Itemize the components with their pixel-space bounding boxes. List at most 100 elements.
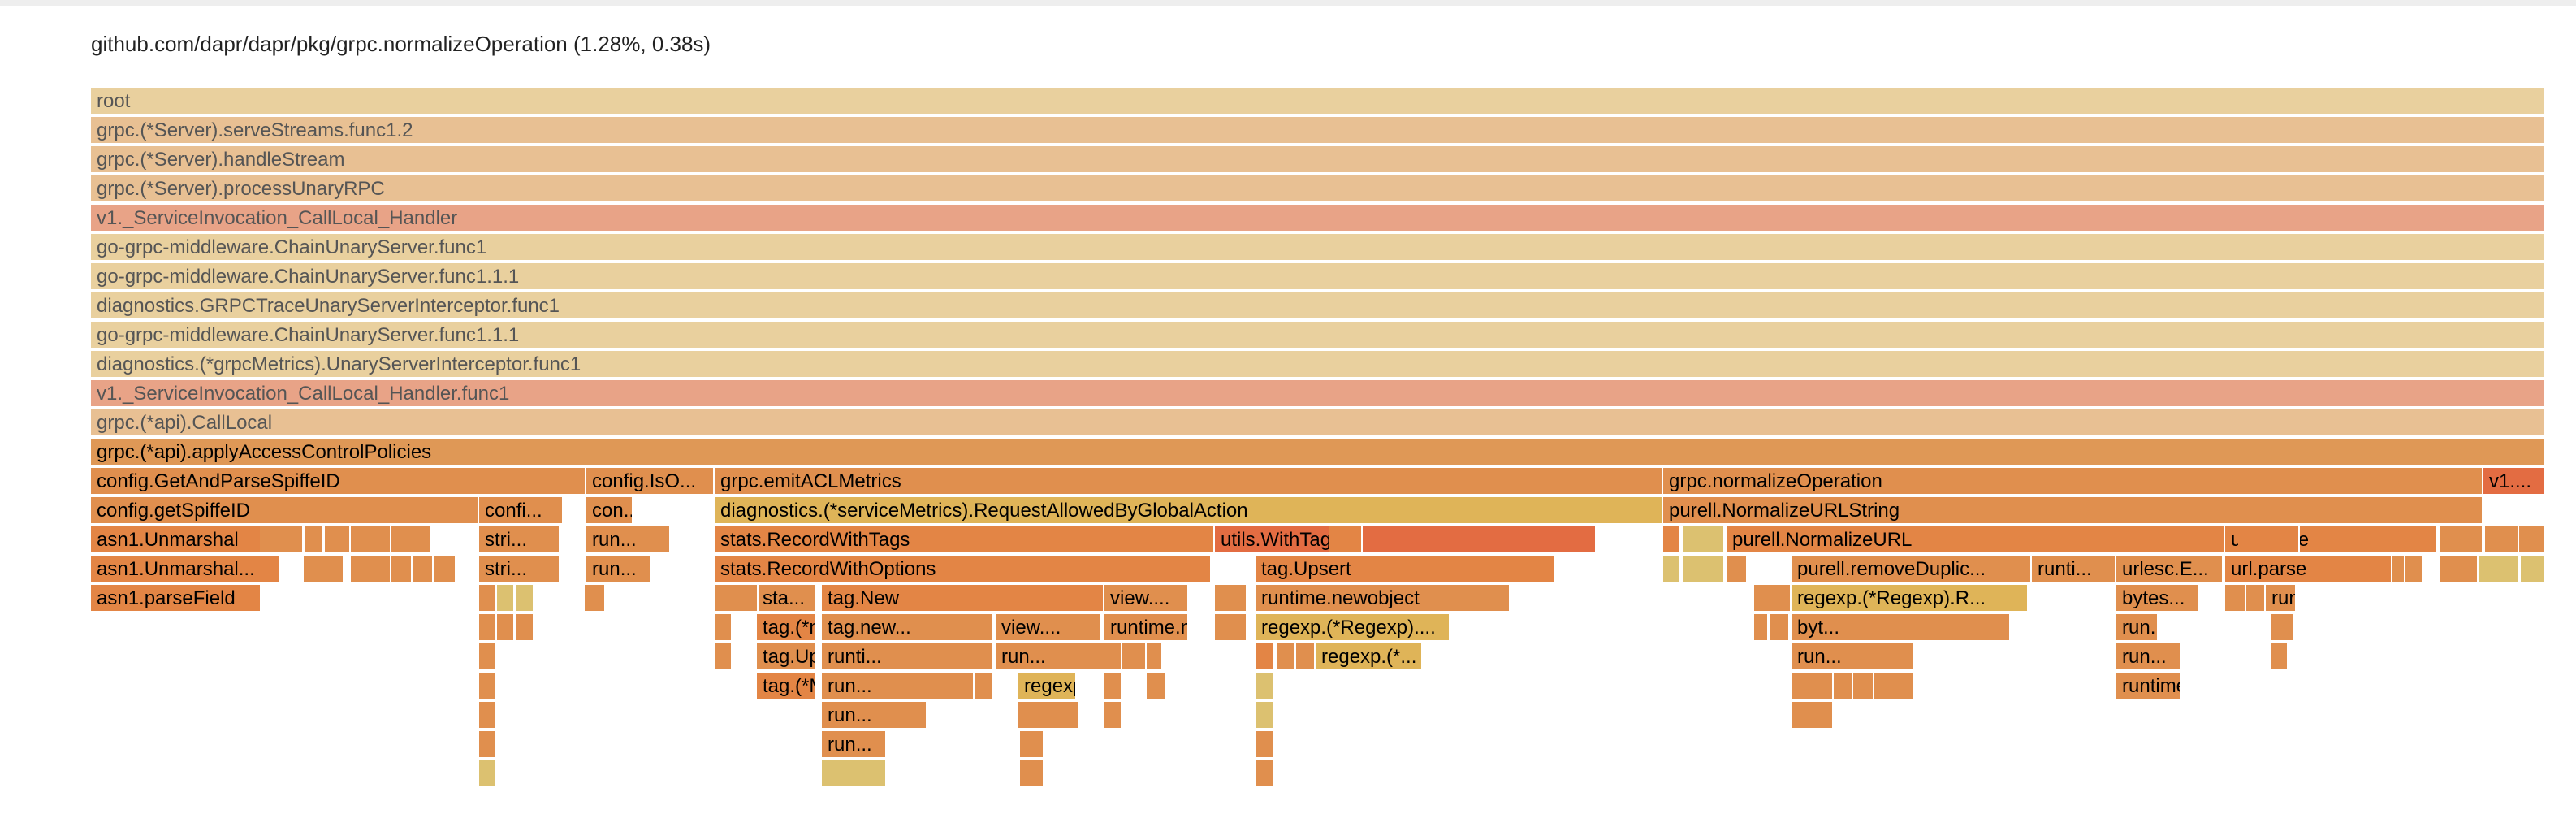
flame-frame-unlabeled[interactable] bbox=[1683, 526, 1725, 554]
flame-frame[interactable]: runti... bbox=[822, 643, 994, 671]
flame-frame-unlabeled[interactable] bbox=[2498, 556, 2519, 583]
flame-frame-unlabeled[interactable] bbox=[2479, 556, 2500, 583]
flame-frame[interactable]: urlesc.E... bbox=[2116, 556, 2224, 583]
flame-frame[interactable]: byt... bbox=[1792, 614, 2011, 642]
flame-frame[interactable]: tag.new... bbox=[822, 614, 994, 642]
flame-frame-unlabeled[interactable] bbox=[2271, 614, 2295, 642]
flame-frame[interactable]: v1.... bbox=[2483, 468, 2545, 496]
flame-frame-unlabeled[interactable] bbox=[479, 585, 497, 613]
flame-frame-unlabeled[interactable] bbox=[1122, 643, 1147, 671]
flame-frame-unlabeled[interactable] bbox=[304, 556, 344, 583]
flame-frame[interactable]: utils.WithTags bbox=[1215, 526, 1597, 554]
flame-frame[interactable]: run... bbox=[996, 643, 1116, 671]
flame-frame[interactable]: go-grpc-middleware.ChainUnaryServer.func… bbox=[91, 234, 2545, 262]
flame-frame-unlabeled[interactable] bbox=[2392, 556, 2405, 583]
flame-frame-unlabeled[interactable] bbox=[2521, 556, 2545, 583]
flame-frame-unlabeled[interactable] bbox=[391, 556, 413, 583]
flame-frame-unlabeled[interactable] bbox=[1754, 585, 1792, 613]
flame-frame-unlabeled[interactable] bbox=[1147, 673, 1166, 700]
flame-frame-unlabeled[interactable] bbox=[2238, 526, 2300, 554]
flame-frame[interactable]: run... bbox=[2116, 643, 2181, 671]
flame-frame[interactable]: grpc.emitACLMetrics bbox=[715, 468, 1663, 496]
flame-frame[interactable]: config.getSpiffeID bbox=[91, 497, 479, 525]
flame-frame[interactable]: regexp.(*... bbox=[1018, 673, 1077, 700]
flame-frame[interactable]: view.... bbox=[996, 614, 1101, 642]
flame-frame-unlabeled[interactable] bbox=[1104, 643, 1122, 671]
flame-frame[interactable]: grpc.(*Server).handleStream bbox=[91, 146, 2545, 174]
flame-frame-unlabeled[interactable] bbox=[479, 731, 497, 759]
flame-frame-unlabeled[interactable] bbox=[2246, 585, 2266, 613]
flame-frame[interactable]: stri... bbox=[479, 556, 560, 583]
flame-frame-unlabeled[interactable] bbox=[1020, 702, 1080, 730]
flame-frame-unlabeled[interactable] bbox=[715, 614, 733, 642]
flame-frame-unlabeled[interactable] bbox=[283, 526, 304, 554]
flame-frame[interactable]: asn1.Unmarshal bbox=[91, 526, 281, 554]
flame-frame-unlabeled[interactable] bbox=[822, 760, 887, 788]
flame-frame[interactable]: run... bbox=[586, 526, 671, 554]
flame-frame[interactable]: run... bbox=[822, 731, 887, 759]
flame-frame-unlabeled[interactable] bbox=[1277, 643, 1296, 671]
flame-frame[interactable]: run... bbox=[2116, 614, 2159, 642]
flame-frame-unlabeled[interactable] bbox=[1256, 643, 1275, 671]
flame-frame[interactable]: diagnostics.GRPCTraceUnaryServerIntercep… bbox=[91, 292, 2545, 320]
flame-frame-unlabeled[interactable] bbox=[1663, 526, 1681, 554]
flame-frame-unlabeled[interactable] bbox=[1683, 556, 1725, 583]
flame-frame[interactable]: tag.New bbox=[822, 585, 1104, 613]
flame-frame[interactable]: grpc.(*Server).processUnaryRPC bbox=[91, 175, 2545, 203]
flame-frame-unlabeled[interactable] bbox=[1147, 643, 1163, 671]
flame-frame-unlabeled[interactable] bbox=[1727, 556, 1748, 583]
flame-frame[interactable]: tag.(*mutator... bbox=[757, 614, 817, 642]
flame-frame-unlabeled[interactable] bbox=[585, 585, 606, 613]
flame-frame[interactable]: asn1.parseField bbox=[91, 585, 261, 613]
flame-frame-unlabeled[interactable] bbox=[1754, 614, 1769, 642]
flame-frame-unlabeled[interactable] bbox=[479, 702, 497, 730]
flame-frame[interactable]: v1._ServiceInvocation_CallLocal_Handler bbox=[91, 205, 2545, 232]
flame-frame[interactable]: con... bbox=[586, 497, 633, 525]
flame-frame-unlabeled[interactable] bbox=[1020, 760, 1044, 788]
flame-frame[interactable]: url.parse bbox=[2225, 556, 2392, 583]
flame-frame[interactable]: stri... bbox=[479, 526, 560, 554]
flame-frame-unlabeled[interactable] bbox=[975, 673, 994, 700]
flame-frame[interactable]: config.GetAndParseSpiffeID bbox=[91, 468, 586, 496]
flame-frame[interactable]: asn1.Unmarshal... bbox=[91, 556, 281, 583]
flame-frame[interactable]: v1._ServiceInvocation_CallLocal_Handler.… bbox=[91, 380, 2545, 408]
flame-frame-unlabeled[interactable] bbox=[325, 526, 351, 554]
flame-frame-unlabeled[interactable] bbox=[351, 526, 391, 554]
flame-frame-unlabeled[interactable] bbox=[1256, 673, 1275, 700]
flame-frame-unlabeled[interactable] bbox=[1020, 731, 1044, 759]
flame-frame-unlabeled[interactable] bbox=[1104, 702, 1122, 730]
flame-frame[interactable]: runtime.mallocgc bbox=[1104, 614, 1189, 642]
flame-frame-unlabeled[interactable] bbox=[2485, 526, 2519, 554]
flame-frame-unlabeled[interactable] bbox=[432, 556, 456, 583]
flame-frame-unlabeled[interactable] bbox=[715, 643, 733, 671]
flame-frame-unlabeled[interactable] bbox=[1329, 526, 1363, 554]
flame-frame[interactable]: grpc.(*api).applyAccessControlPolicies bbox=[91, 439, 2545, 466]
flame-frame-unlabeled[interactable] bbox=[260, 526, 284, 554]
flame-frame[interactable]: diagnostics.(*grpcMetrics).UnaryServerIn… bbox=[91, 351, 2545, 379]
flame-frame[interactable]: runtime... bbox=[2116, 673, 2181, 700]
flame-frame[interactable]: stats.RecordWithTags bbox=[715, 526, 1215, 554]
flame-frame-unlabeled[interactable] bbox=[1792, 702, 1834, 730]
flame-frame-unlabeled[interactable] bbox=[1770, 614, 1790, 642]
flame-frame-unlabeled[interactable] bbox=[497, 614, 515, 642]
flame-frame-unlabeled[interactable] bbox=[1215, 614, 1247, 642]
flame-frame[interactable]: run... bbox=[1792, 643, 1915, 671]
flame-frame[interactable]: bytes... bbox=[2116, 585, 2199, 613]
flame-frame-unlabeled[interactable] bbox=[1256, 760, 1275, 788]
flame-frame[interactable]: purell.NormalizeURLString bbox=[1663, 497, 2483, 525]
flame-frame[interactable]: runti... bbox=[2032, 556, 2116, 583]
flame-frame[interactable]: stats.RecordWithOptions bbox=[715, 556, 1212, 583]
flame-frame[interactable]: run... bbox=[822, 702, 927, 730]
flame-frame-unlabeled[interactable] bbox=[351, 556, 391, 583]
flame-frame[interactable]: config.IsO... bbox=[586, 468, 715, 496]
flame-frame[interactable]: tag.Upsert.fun... bbox=[757, 643, 817, 671]
flame-frame-unlabeled[interactable] bbox=[1853, 673, 1874, 700]
flame-frame[interactable]: tag.Upsert bbox=[1256, 556, 1556, 583]
flame-frame[interactable]: run... bbox=[2266, 585, 2297, 613]
flame-frame-unlabeled[interactable] bbox=[1792, 673, 1834, 700]
flame-frame[interactable]: regexp.(*Regexp).... bbox=[1256, 614, 1450, 642]
flame-frame[interactable]: run... bbox=[822, 673, 975, 700]
flame-frame-unlabeled[interactable] bbox=[413, 556, 434, 583]
flame-frame-unlabeled[interactable] bbox=[1215, 585, 1247, 613]
flame-frame[interactable]: diagnostics.(*serviceMetrics).RequestAll… bbox=[715, 497, 1663, 525]
